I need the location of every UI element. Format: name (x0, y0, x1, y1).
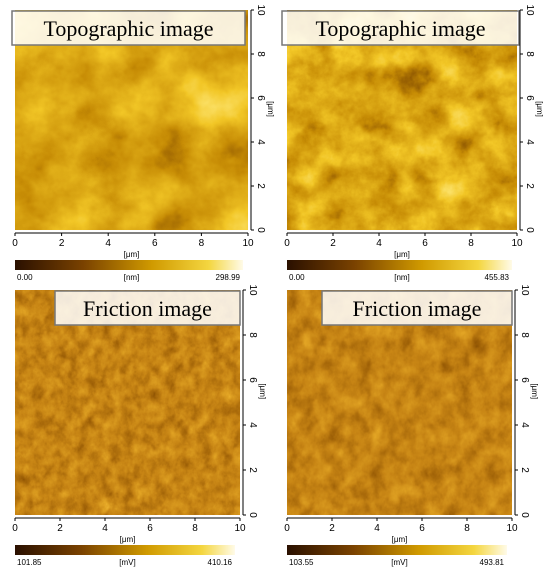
panel-title: Topographic image (315, 16, 485, 41)
x-axis-label: [μm] (394, 250, 410, 259)
y-tick-label: 2 (255, 183, 266, 189)
colorbar-max: 455.83 (485, 273, 510, 282)
y-tick-label: 10 (524, 4, 535, 16)
x-tick-label: 4 (102, 523, 108, 534)
afm-figure: Topographic image02468100246810[μm][μm]0… (0, 0, 544, 575)
y-tick-label: 2 (524, 183, 535, 189)
y-axis-label: [μm] (535, 101, 544, 117)
x-tick-label: 6 (152, 238, 158, 249)
y-tick-label: 0 (524, 227, 535, 233)
colorbar-max: 410.16 (208, 558, 233, 567)
x-tick-label: 4 (376, 238, 382, 249)
x-tick-label: 8 (199, 238, 205, 249)
colorbar-max: 493.81 (480, 558, 505, 567)
x-tick-label: 2 (330, 238, 336, 249)
x-tick-label: 0 (12, 523, 18, 534)
x-tick-label: 8 (468, 238, 474, 249)
colorbar-unit: [mV] (119, 558, 135, 567)
y-tick-label: 2 (519, 467, 530, 473)
colorbar-unit: [nm] (394, 273, 410, 282)
x-tick-label: 6 (147, 523, 153, 534)
y-tick-label: 0 (247, 512, 258, 518)
y-axis-label: [μm] (530, 383, 539, 399)
x-tick-label: 2 (57, 523, 63, 534)
colorbar-min: 0.00 (17, 273, 33, 282)
y-tick-label: 6 (247, 377, 258, 383)
x-tick-label: 0 (284, 238, 290, 249)
panel-title: Friction image (353, 296, 482, 321)
colorbar (287, 260, 512, 270)
x-axis-label: [μm] (392, 535, 408, 544)
y-axis-label: [μm] (258, 383, 267, 399)
x-tick-label: 10 (242, 238, 254, 249)
y-tick-label: 10 (255, 4, 266, 16)
y-tick-label: 6 (524, 95, 535, 101)
x-axis-label: [μm] (124, 250, 140, 259)
x-tick-label: 10 (506, 523, 518, 534)
x-tick-label: 4 (105, 238, 111, 249)
colorbar (15, 260, 243, 270)
x-tick-label: 0 (12, 238, 18, 249)
x-tick-label: 10 (511, 238, 523, 249)
x-tick-label: 6 (422, 238, 428, 249)
y-axis-label: [μm] (266, 101, 275, 117)
y-tick-label: 6 (255, 95, 266, 101)
y-tick-label: 8 (524, 51, 535, 57)
colorbar-unit: [nm] (124, 273, 140, 282)
y-tick-label: 10 (247, 284, 258, 296)
y-tick-label: 4 (524, 139, 535, 145)
x-tick-label: 4 (374, 523, 380, 534)
y-tick-label: 2 (247, 467, 258, 473)
x-tick-label: 2 (329, 523, 335, 534)
colorbar (287, 545, 507, 555)
y-tick-label: 6 (519, 377, 530, 383)
colorbar (15, 545, 235, 555)
y-tick-label: 4 (247, 422, 258, 428)
colorbar-min: 103.55 (289, 558, 314, 567)
y-tick-label: 4 (519, 422, 530, 428)
y-tick-label: 8 (519, 332, 530, 338)
x-tick-label: 8 (464, 523, 470, 534)
x-tick-label: 0 (284, 523, 290, 534)
colorbar-min: 101.85 (17, 558, 42, 567)
y-tick-label: 4 (255, 139, 266, 145)
colorbar-max: 298.99 (216, 273, 241, 282)
x-tick-label: 8 (192, 523, 198, 534)
x-tick-label: 10 (234, 523, 246, 534)
y-tick-label: 0 (519, 512, 530, 518)
x-tick-label: 2 (59, 238, 65, 249)
y-tick-label: 10 (519, 284, 530, 296)
colorbar-unit: [mV] (391, 558, 407, 567)
x-axis-label: [μm] (120, 535, 136, 544)
x-tick-label: 6 (419, 523, 425, 534)
colorbar-min: 0.00 (289, 273, 305, 282)
panel-title: Topographic image (43, 16, 213, 41)
panel-title: Friction image (83, 296, 212, 321)
y-tick-label: 8 (247, 332, 258, 338)
y-tick-label: 0 (255, 227, 266, 233)
y-tick-label: 8 (255, 51, 266, 57)
